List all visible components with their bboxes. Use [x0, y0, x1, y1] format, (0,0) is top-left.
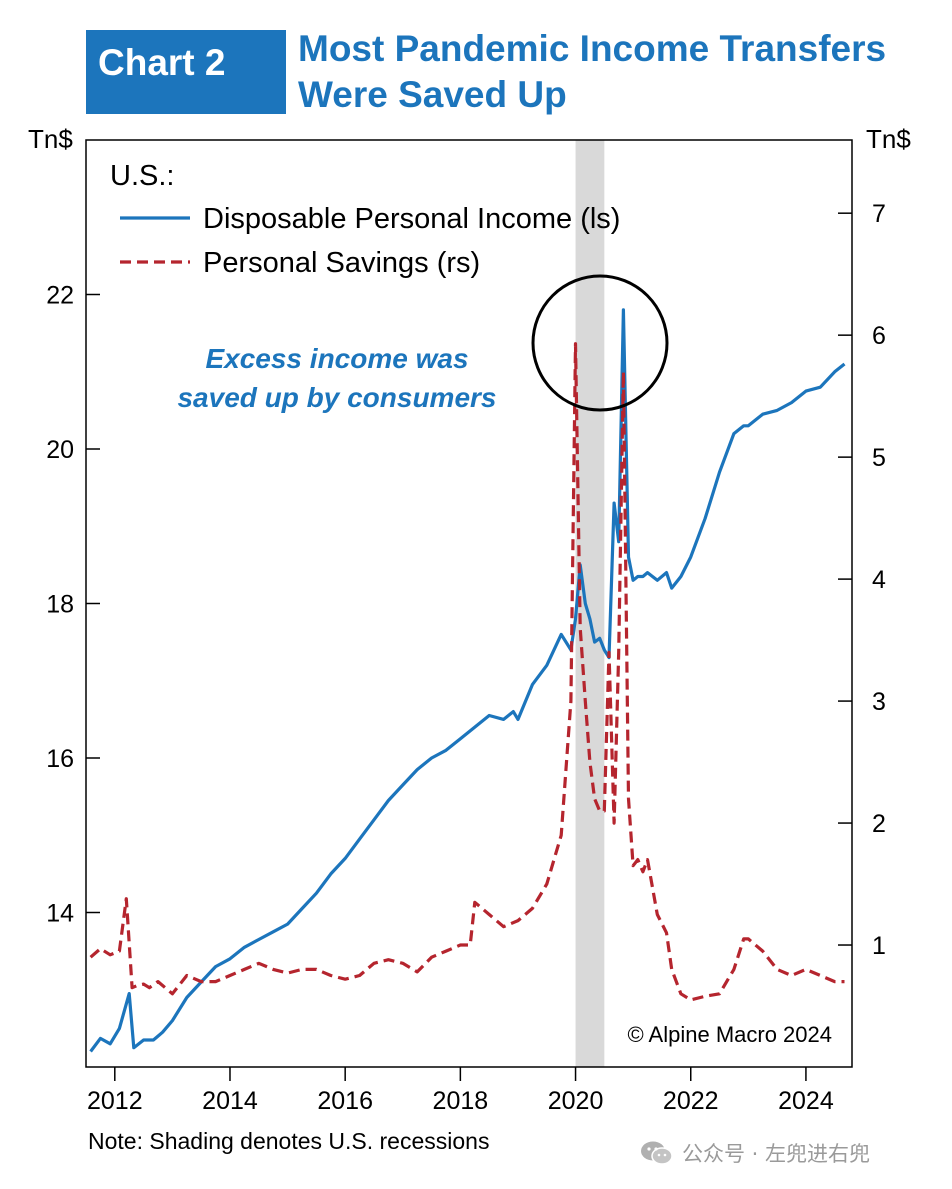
- annotation-line1: Excess income was: [205, 343, 468, 374]
- right-axis-tick-label: 2: [872, 810, 886, 838]
- x-axis-tick-label: 2022: [663, 1087, 719, 1115]
- chart-number-label: Chart 2: [98, 42, 226, 83]
- income-series-line: [89, 308, 846, 1053]
- chart-number-box: Chart 2: [86, 30, 286, 114]
- watermark: 公众号 · 左兜进右兜: [640, 1138, 870, 1168]
- footnote: Note: Shading denotes U.S. recessions: [88, 1128, 490, 1154]
- right-axis-tick-label: 1: [872, 932, 886, 960]
- left-axis-tick-label: 20: [46, 436, 74, 464]
- chart-title-line2: Were Saved Up: [298, 74, 567, 115]
- savings-series-line: [89, 342, 845, 1002]
- right-axis-tick-label: 3: [872, 688, 886, 716]
- right-axis-tick-label: 5: [872, 444, 886, 472]
- x-axis-tick-label: 2024: [778, 1087, 834, 1115]
- x-axis-tick-label: 2018: [433, 1087, 489, 1115]
- legend-label-income: Disposable Personal Income (ls): [203, 203, 620, 235]
- left-axis-tick-label: 14: [46, 900, 74, 928]
- legend-label-savings: Personal Savings (rs): [203, 247, 480, 279]
- annotation-line2: saved up by consumers: [177, 382, 496, 413]
- x-axis-tick-label: 2012: [87, 1087, 143, 1115]
- left-axis-tick-label: 16: [46, 745, 74, 773]
- chart-title: Most Pandemic Income Transfers Were Save…: [298, 26, 938, 118]
- left-axis-unit: Tn$: [28, 124, 73, 154]
- copyright-label: © Alpine Macro 2024: [627, 1022, 832, 1047]
- watermark-text: 公众号 · 左兜进右兜: [682, 1142, 871, 1166]
- plot-frame: [85, 139, 853, 1068]
- right-axis-tick-label: 4: [872, 566, 886, 594]
- left-axis-tick-label: 22: [46, 282, 74, 310]
- highlight-circle: [531, 274, 669, 412]
- left-axis-tick-label: 18: [46, 591, 74, 619]
- x-axis-tick-label: 2014: [202, 1087, 258, 1115]
- right-axis-tick-label: 6: [872, 322, 886, 350]
- legend-title: U.S.:: [110, 160, 174, 192]
- wechat-icon: [640, 1140, 674, 1166]
- chart-title-line1: Most Pandemic Income Transfers: [298, 28, 887, 69]
- right-axis-tick-label: 7: [872, 200, 886, 228]
- x-axis-tick-label: 2020: [548, 1087, 604, 1115]
- right-axis-unit: Tn$: [866, 124, 911, 154]
- x-axis-tick-label: 2016: [317, 1087, 373, 1115]
